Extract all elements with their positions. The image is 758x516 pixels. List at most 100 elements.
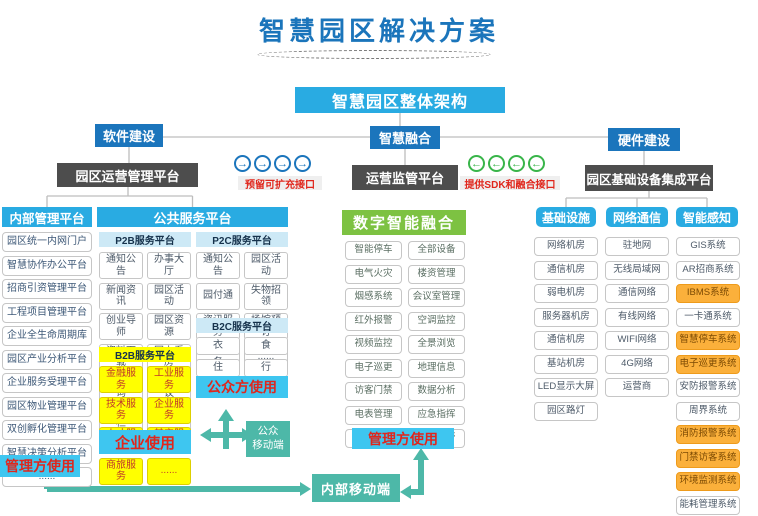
fusion-item: 数据分析 [408, 382, 465, 401]
p2b-item: 园区活动 [147, 282, 191, 310]
expand-interface-arrows: → → → → [234, 155, 311, 172]
usage-label-manager: 管理方使用 [352, 428, 454, 449]
internal-item: 工程项目管理平台 [2, 302, 92, 323]
node-software-construction: 软件建设 [95, 124, 163, 147]
fusion-item: 应急指挥 [408, 405, 465, 425]
p2c-item: 园付通 [196, 282, 240, 310]
sensing-item: 周界系统 [676, 401, 740, 421]
b2b-item: 工业服务 [147, 366, 191, 393]
b2b-item: 技术服务 [99, 396, 143, 424]
b2c-item: 住 [196, 358, 240, 377]
internal-item: 园区物业管理平台 [2, 396, 92, 417]
header-network-communication: 网络通信 [606, 207, 668, 227]
fusion-item: 地理信息 [408, 358, 465, 378]
arrowhead-left-icon [400, 485, 411, 499]
sensing-item-highlighted: 门禁访客系统 [676, 448, 740, 468]
b2c-service-list: 衣 食 住 行 [196, 337, 288, 377]
public-mobile-line2: 移动端 [252, 439, 284, 451]
sdk-interface-label: 提供SDK和融合接口 [460, 176, 560, 191]
arrowhead-right-icon [300, 482, 311, 496]
fusion-item: 全景浏览 [408, 335, 465, 354]
internal-item: 招商引资管理平台 [2, 279, 92, 299]
node-hardware-construction: 硬件建设 [608, 128, 680, 151]
internal-item: 企业全生命周期库 [2, 326, 92, 346]
p2c-item: 通知公告 [196, 252, 240, 279]
left-arrow-circle-icon: ← [488, 155, 505, 172]
reserved-interface-label: 预留可扩充接口 [238, 176, 322, 191]
fusion-item: 烟感系统 [345, 288, 402, 307]
internal-mobile-terminal: 内部移动端 [312, 474, 400, 502]
p2c-item: 失物招领 [244, 282, 288, 310]
network-list: 驻地网 无线局域网 通信网络 有线网络 WIFI网络 4G网络 运营商 [605, 237, 669, 397]
sensing-item-highlighted: 环境监测系统 [676, 472, 740, 491]
node-smart-fusion: 智慧融合 [370, 126, 440, 149]
fusion-item: 会议室管理 [408, 288, 465, 307]
right-arrow-circle-icon: → [294, 155, 311, 172]
sensing-item: AR招商系统 [676, 260, 740, 280]
b2c-item: 食 [244, 337, 288, 355]
fusion-item: 访客门禁 [345, 382, 402, 401]
public-cross-line [209, 420, 242, 449]
fusion-item: 全部设备 [408, 241, 465, 260]
infra-item: 基站机房 [534, 354, 598, 374]
network-item: 运营商 [605, 378, 669, 397]
network-item: 无线局域网 [605, 260, 669, 280]
sensing-list: GIS系统 AR招商系统 IBMS系统 一卡通系统 智慧停车系统 电子巡更系统 … [676, 237, 740, 515]
manager-flow-line [410, 459, 424, 495]
header-intelligent-sensing: 智能感知 [676, 207, 738, 227]
title-underline [257, 50, 491, 59]
header-p2b-platform: P2B服务平台 [99, 232, 191, 247]
p2b-item: 创业导师 [99, 313, 143, 340]
fusion-item: 空调监控 [408, 311, 465, 331]
left-arrow-circle-icon: ← [468, 155, 485, 172]
network-item: 有线网络 [605, 307, 669, 327]
b2b-item: 商旅服务 [99, 457, 143, 485]
right-arrow-circle-icon: → [234, 155, 251, 172]
usage-label-enterprise: 企业使用 [99, 430, 191, 454]
p2b-item: 园区资源 [147, 313, 191, 340]
public-mobile-terminal: 公众 移动端 [246, 421, 290, 457]
internal-item: 园区统一内网门户 [2, 232, 92, 252]
header-digital-intelligent-fusion: 数字智能融合 [342, 210, 466, 235]
fusion-item: 电气火灾 [345, 264, 402, 284]
sensing-item-highlighted: 智慧停车系统 [676, 331, 740, 350]
fusion-item: 楼资管理 [408, 264, 465, 284]
internal-item: 企业服务受理平台 [2, 373, 92, 393]
b2c-item: 行 [244, 358, 288, 377]
p2b-item: 办事大厅 [147, 252, 191, 279]
sensing-item: 能耗管理系统 [676, 495, 740, 515]
usage-label-public: 公众方使用 [196, 376, 288, 398]
b2b-service-list: 金融服务 工业服务 技术服务 企业服务 人才服务 其它服务 商旅服务 .....… [99, 366, 191, 485]
sensing-item: 安防报警系统 [676, 378, 740, 397]
network-item: 驻地网 [605, 237, 669, 256]
b2b-item: 企业服务 [147, 396, 191, 424]
arrowhead-up-center-icon [413, 448, 429, 460]
internal-item: 双创孵化管理平台 [2, 420, 92, 440]
infra-item: 通信机房 [534, 260, 598, 280]
cross-arrowhead-left-icon [200, 428, 211, 442]
usage-label-admin-left: 管理方使用 [0, 455, 80, 477]
node-park-operation-management-platform: 园区运营管理平台 [57, 163, 198, 187]
sensing-item-highlighted: IBMS系统 [676, 284, 740, 303]
b2b-item: ...... [147, 457, 191, 485]
header-basic-infrastructure: 基础设施 [536, 207, 596, 227]
infra-item: 通信机房 [534, 331, 598, 350]
infra-item: 弱电机房 [534, 284, 598, 303]
left-arrow-circle-icon: ← [528, 155, 545, 172]
right-arrow-circle-icon: → [274, 155, 291, 172]
sensing-item: 一卡通系统 [676, 307, 740, 327]
cross-arrowhead-up-icon [218, 409, 234, 421]
infrastructure-list: 网络机房 通信机房 弱电机房 服务器机房 通信机房 基站机房 LED显示大屏 园… [534, 237, 598, 421]
sdk-interface-arrows: ← ← ← ← [468, 155, 545, 172]
fusion-item: 视频监控 [345, 335, 402, 354]
b2b-item: 金融服务 [99, 366, 143, 393]
sensing-item-highlighted: 电子巡更系统 [676, 354, 740, 374]
network-item: 通信网络 [605, 284, 669, 303]
internal-item: 智慧协作办公平台 [2, 255, 92, 276]
fusion-item: 电子巡更 [345, 358, 402, 378]
header-b2c-platform: B2C服务平台 [196, 318, 288, 333]
p2b-item: 通知公告 [99, 252, 143, 279]
internal-item: 园区产业分析平台 [2, 349, 92, 370]
infra-item: 服务器机房 [534, 307, 598, 327]
